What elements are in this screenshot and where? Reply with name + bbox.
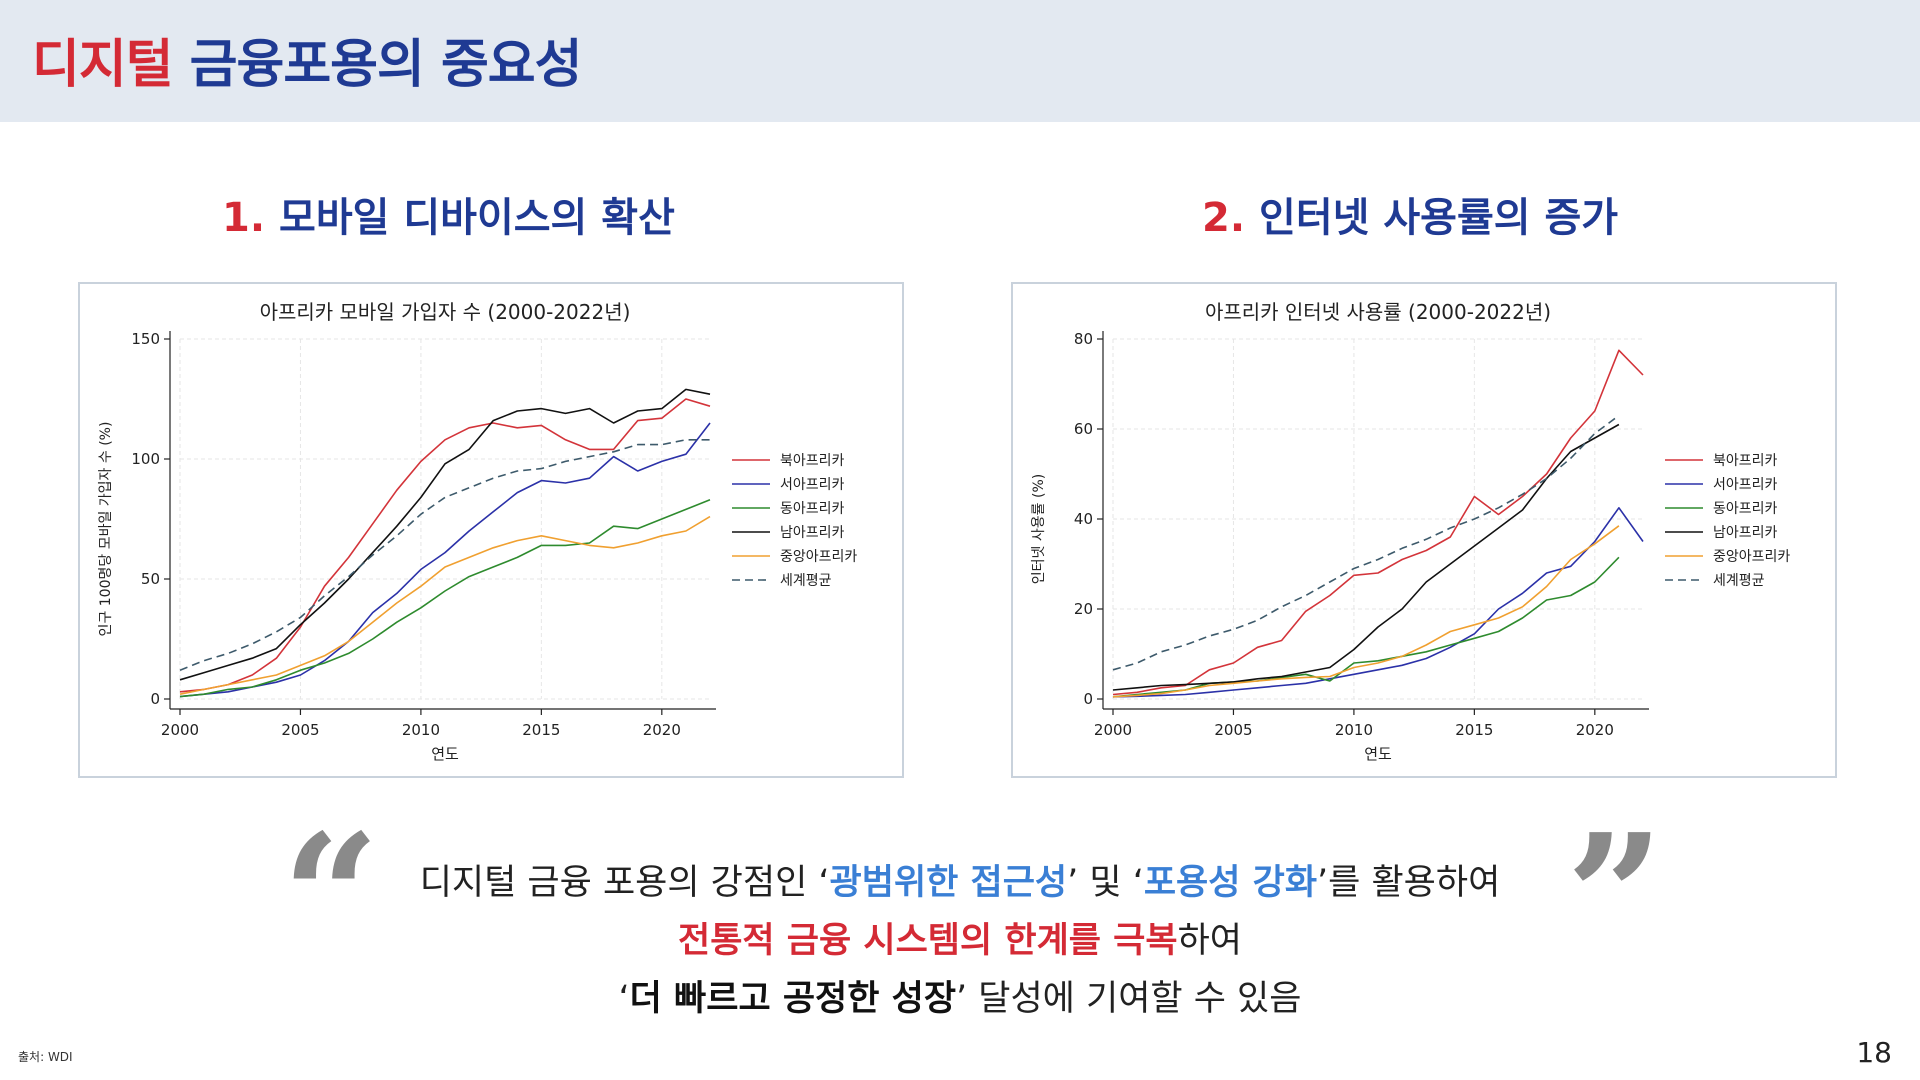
x-tick-label: 2010: [402, 721, 440, 739]
series-line-세계평균: [179, 439, 710, 671]
quote-line-1: 디지털 금융 포용의 강점인 ‘광범위한 접근성’ 및 ‘포용성 강화’를 활용…: [0, 854, 1920, 905]
quote-line-2: 전통적 금융 시스템의 한계를 극복하여: [0, 912, 1920, 963]
legend-label: 동아프리카: [1713, 501, 1778, 517]
x-tick-label: 2000: [1094, 721, 1132, 739]
x-tick-label: 2015: [1455, 721, 1493, 739]
highlight-growth: 더 빠르고 공정한 성장: [629, 979, 957, 1019]
internet-chart-panel: 아프리카 인터넷 사용률 (2000-2022년) 0 20 40 60 80 2000 20…: [1011, 282, 1837, 778]
quote-text: 디지털 금융 포용의 강점인 ‘: [419, 863, 830, 903]
page-number: 18: [1856, 1036, 1892, 1069]
x-tick-label: 2005: [281, 721, 319, 739]
series-line-세계평균: [1112, 414, 1620, 671]
series-line-서아프리카: [179, 422, 711, 698]
section-title: 인터넷 사용률의 증가: [1259, 195, 1619, 241]
series-line-북아프리카: [1112, 349, 1644, 696]
series-line-남아프리카: [179, 388, 711, 681]
section-heading-1: 1. 모바일 디바이스의 확산: [222, 185, 675, 243]
y-tick-label: 150: [131, 330, 160, 348]
legend-label: 남아프리카: [780, 525, 845, 541]
x-tick-label: 2015: [522, 721, 560, 739]
mobile-chart-panel: 아프리카 모바일 가입자 수 (2000-2022년) 0 50 100 150 2000…: [78, 282, 904, 778]
quote-text: ’ 달성에 기여할 수 있음: [956, 979, 1302, 1019]
quote-text: ‘: [618, 979, 630, 1019]
header-bar: 디지털 금융포용의 중요성: [0, 0, 1920, 122]
quote-text: ’ 및 ‘: [1067, 863, 1144, 903]
x-tick-label: 2010: [1335, 721, 1373, 739]
page-title-red: 디지털: [32, 35, 174, 95]
section-heading-2: 2. 인터넷 사용률의 증가: [1202, 185, 1618, 243]
open-quote-icon: “: [282, 797, 380, 997]
series-line-동아프리카: [179, 499, 711, 698]
quote-text: 하여: [1177, 921, 1242, 961]
x-axis-label: 연도: [431, 745, 459, 763]
series-line-북아프리카: [179, 398, 711, 693]
y-tick-label: 80: [1074, 330, 1093, 348]
y-tick-label: 0: [1083, 690, 1093, 708]
x-tick-label: 2000: [161, 721, 199, 739]
legend-label: 남아프리카: [1713, 525, 1778, 541]
quote-line-3: ‘더 빠르고 공정한 성장’ 달성에 기여할 수 있음: [0, 970, 1920, 1021]
page-title: 디지털 금융포용의 중요성: [32, 22, 583, 97]
series-line-중앙아프리카: [179, 515, 711, 695]
y-tick-label: 20: [1074, 600, 1093, 618]
legend-label: 세계평균: [780, 573, 832, 589]
x-tick-label: 2020: [643, 721, 681, 739]
section-title: 모바일 디바이스의 확산: [279, 195, 675, 241]
legend-label: 북아프리카: [780, 453, 845, 469]
section-number: 2.: [1202, 195, 1246, 241]
legend-label: 동아프리카: [780, 501, 845, 517]
legend-label: 중앙아프리카: [780, 549, 857, 565]
series-line-동아프리카: [1112, 556, 1620, 698]
x-axis-label: 연도: [1364, 745, 1392, 763]
y-tick-label: 0: [150, 690, 160, 708]
legend-label: 서아프리카: [780, 477, 845, 493]
chart-title: 아프리카 인터넷 사용률 (2000-2022년): [1205, 300, 1551, 324]
y-tick-label: 60: [1074, 420, 1093, 438]
quote-text: ’를 활용하여: [1317, 863, 1501, 903]
section-number: 1.: [222, 195, 266, 241]
close-quote-icon: ”: [1566, 797, 1664, 997]
series-line-중앙아프리카: [1112, 525, 1620, 698]
series-line-남아프리카: [1112, 423, 1620, 691]
highlight-inclusion: 포용성 강화: [1143, 863, 1318, 903]
legend-label: 중앙아프리카: [1713, 549, 1790, 565]
series-line-서아프리카: [1112, 507, 1644, 698]
y-tick-label: 50: [141, 570, 160, 588]
mobile-subscription-chart: 아프리카 모바일 가입자 수 (2000-2022년) 0 50 100 150 2000…: [98, 300, 857, 763]
y-tick-label: 40: [1074, 510, 1093, 528]
legend-label: 세계평균: [1713, 573, 1765, 589]
source-note: 출처: WDI: [18, 1050, 73, 1064]
legend-label: 북아프리카: [1713, 453, 1778, 469]
chart-title: 아프리카 모바일 가입자 수 (2000-2022년): [260, 300, 631, 324]
x-tick-label: 2020: [1576, 721, 1614, 739]
page-title-blue: 금융포용의 중요성: [189, 35, 583, 95]
legend-label: 서아프리카: [1713, 477, 1778, 493]
internet-usage-chart: 아프리카 인터넷 사용률 (2000-2022년) 0 20 40 60 80 2000 20…: [1031, 300, 1790, 763]
highlight-overcome: 전통적 금융 시스템의 한계를 극복: [678, 921, 1178, 961]
y-axis-label: 인터넷 사용률 (%): [1031, 474, 1047, 584]
x-tick-label: 2005: [1214, 721, 1252, 739]
y-axis-label: 인구 100명당 모바일 가입자 수 (%): [98, 422, 114, 637]
y-tick-label: 100: [131, 450, 160, 468]
highlight-access: 광범위한 접근성: [829, 863, 1068, 903]
